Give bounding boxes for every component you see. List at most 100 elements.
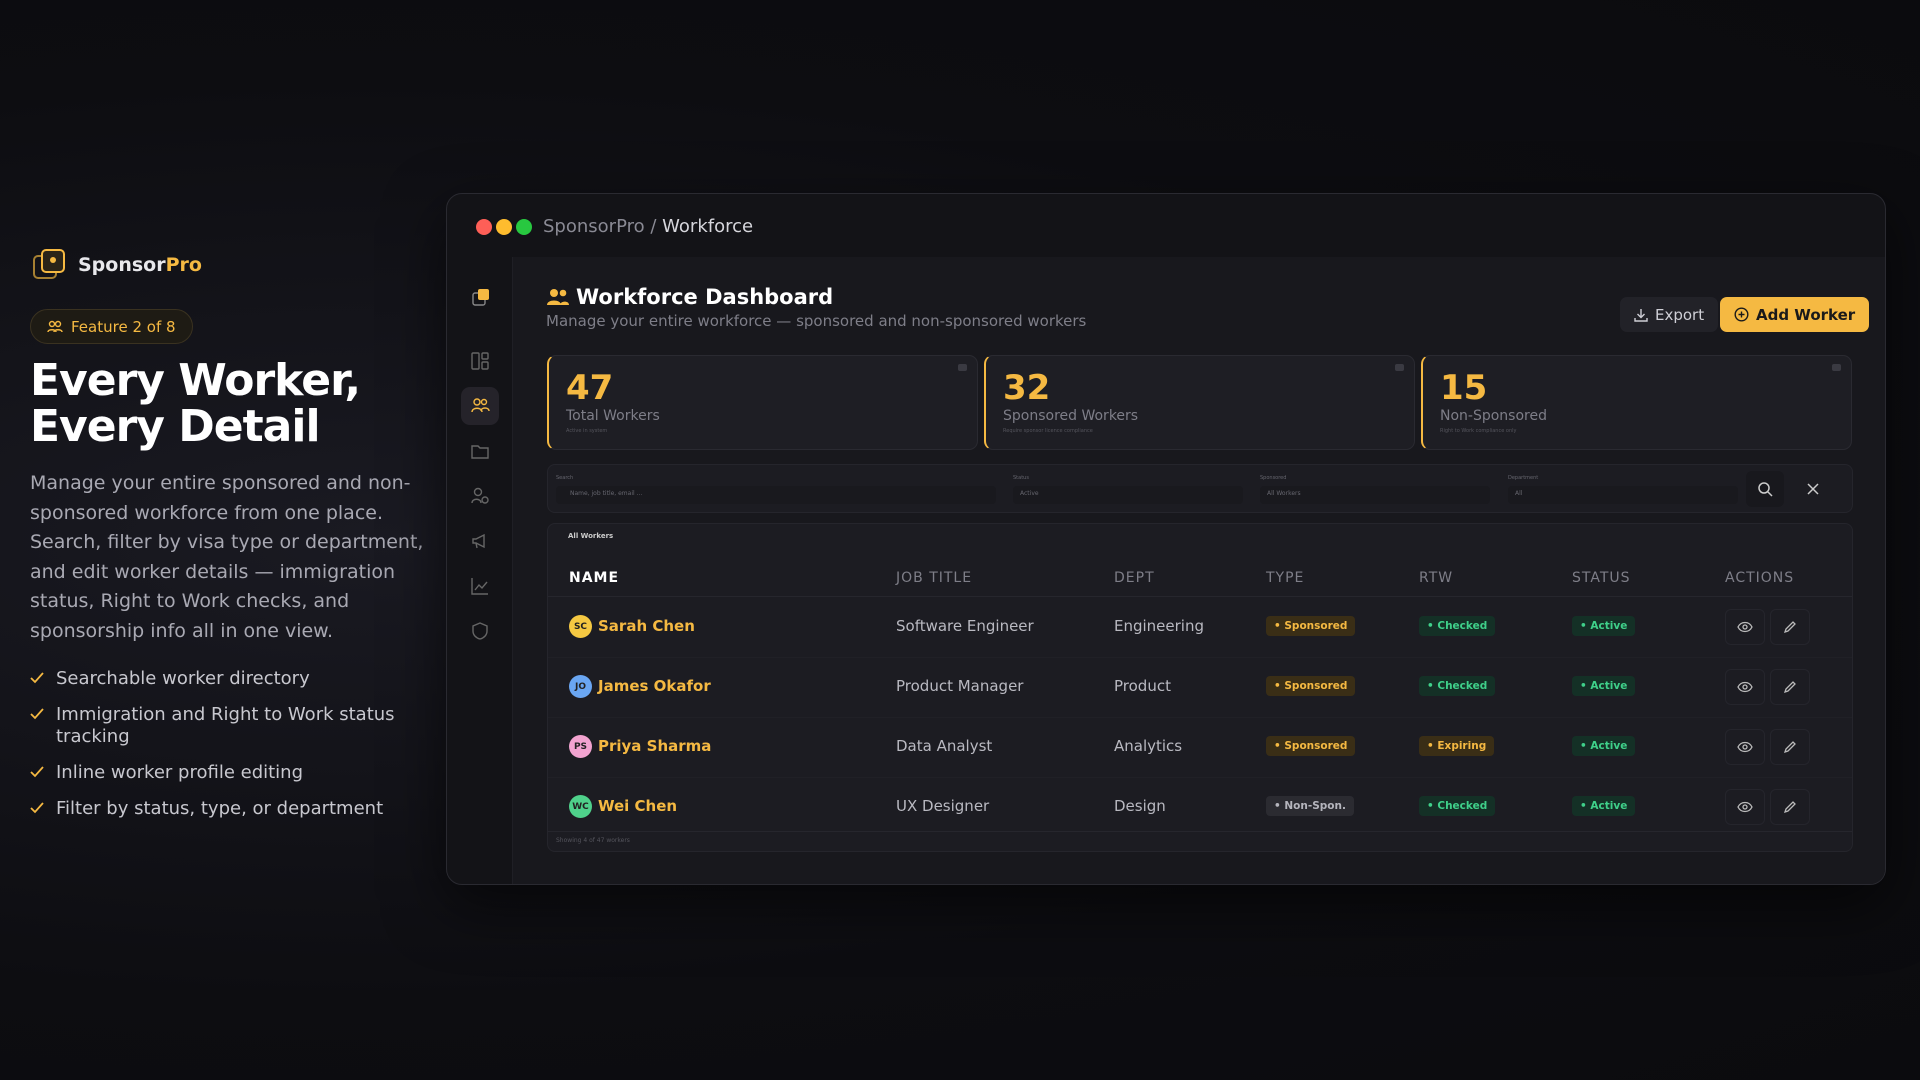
filter-label: Search — [556, 475, 574, 481]
badge-dot: • — [1580, 800, 1591, 812]
feature-item: Immigration and Right to Work status tra… — [30, 704, 410, 748]
view-button[interactable] — [1725, 609, 1765, 645]
search-button[interactable] — [1746, 471, 1784, 507]
edit-icon — [1783, 621, 1796, 634]
avatar: SC — [569, 615, 592, 638]
badge-dot: • — [1274, 620, 1285, 632]
add-worker-button[interactable]: Add Worker — [1720, 297, 1870, 332]
view-icon — [1737, 621, 1753, 633]
stat-label: Sponsored Workers — [1003, 408, 1139, 424]
feature-text: Filter by status, type, or department — [56, 798, 384, 819]
nav-item[interactable] — [461, 477, 499, 515]
row-divider — [548, 777, 1852, 778]
view-icon — [1737, 681, 1753, 693]
edit-button[interactable] — [1770, 669, 1810, 705]
export-button[interactable]: Export — [1620, 297, 1719, 332]
crumb-sep: / — [650, 216, 657, 237]
stat-card: 15 Non-Sponsored Right to Work compliance … — [1421, 355, 1852, 450]
column-header: STATUS — [1572, 570, 1631, 586]
filter-label: Department — [1508, 475, 1539, 481]
window-close[interactable] — [476, 219, 492, 235]
dashboard-subtitle: Manage your entire workforce — sponsored… — [546, 312, 1087, 330]
view-button[interactable] — [1725, 729, 1765, 765]
stat-icon — [958, 364, 967, 371]
edit-button[interactable] — [1770, 789, 1810, 825]
rtw-text: Checked — [1437, 680, 1488, 692]
status-text: Active — [1590, 620, 1628, 632]
table-row: SC Sarah Chen Software Engineer Engineering… — [548, 597, 1852, 657]
worker-name: Sarah Chen — [598, 617, 695, 635]
nav-item[interactable] — [461, 387, 499, 425]
check-icon — [30, 766, 44, 778]
nav-item[interactable] — [461, 567, 499, 605]
worker-name: Priya Sharma — [598, 737, 712, 755]
row-divider — [548, 717, 1852, 718]
filter-input[interactable]: Active — [1013, 486, 1243, 504]
job-title: Data Analyst — [896, 737, 993, 755]
nav-item[interactable] — [461, 342, 499, 380]
search-icon — [1758, 482, 1773, 497]
worker-name: Wei Chen — [598, 797, 678, 815]
rtw-badge: • Checked — [1419, 676, 1496, 696]
hero-heading: Every Worker, Every Detail — [30, 358, 361, 450]
avatar: JO — [569, 675, 592, 698]
filter-input[interactable]: All Workers — [1260, 486, 1490, 504]
stat-value: 47 — [566, 368, 614, 408]
stat-card: 47 Total Workers Active in system — [547, 355, 978, 450]
column-header: DEPT — [1114, 570, 1155, 586]
view-button[interactable] — [1725, 669, 1765, 705]
filter-input[interactable]: All — [1508, 486, 1738, 504]
brand-name-a: Sponsor — [78, 254, 166, 276]
filter-label: Status — [1013, 475, 1029, 481]
clear-icon — [1807, 483, 1819, 495]
type-badge: • Sponsored — [1266, 616, 1356, 636]
view-button[interactable] — [1725, 789, 1765, 825]
main-content: Workforce Dashboard Manage your entire w… — [513, 257, 1885, 884]
job-title: Product Manager — [896, 677, 1024, 695]
rtw-text: Checked — [1437, 620, 1488, 632]
status-badge: • Active — [1572, 796, 1636, 816]
hero-description: Manage your entire sponsored and non-spo… — [30, 472, 424, 642]
title-icon — [547, 289, 569, 305]
window-maximize[interactable] — [516, 219, 532, 235]
app-logo — [461, 279, 499, 317]
department: Product — [1114, 677, 1171, 695]
stat-label: Non-Sponsored — [1440, 408, 1547, 424]
badge-dot: • — [1427, 680, 1438, 692]
badge-icon — [47, 320, 63, 332]
brand-name-b: Pro — [165, 254, 202, 276]
type-badge: • Sponsored — [1266, 736, 1356, 756]
stat-icon — [1395, 364, 1404, 371]
type-text: Sponsored — [1284, 740, 1348, 752]
filter-input[interactable]: Name, job title, email ... — [556, 486, 996, 504]
edit-button[interactable] — [1770, 609, 1810, 645]
filter-placeholder: All — [1515, 490, 1523, 497]
department: Engineering — [1114, 617, 1204, 635]
nav-item[interactable] — [461, 432, 499, 470]
status-text: Active — [1590, 680, 1628, 692]
stat-icon — [1832, 364, 1841, 371]
rtw-badge: • Checked — [1419, 796, 1496, 816]
table-row: JO James Okafor Product Manager Product • Sp… — [548, 657, 1852, 717]
badge-dot: • — [1580, 740, 1591, 752]
feature-item: Filter by status, type, or department — [30, 798, 410, 820]
type-text: Sponsored — [1284, 680, 1348, 692]
breadcrumb: SponsorPro / Workforce — [543, 216, 753, 237]
edit-icon — [1783, 741, 1796, 754]
filter-placeholder: Name, job title, email ... — [570, 490, 643, 497]
header-divider — [548, 596, 1852, 597]
job-title: UX Designer — [896, 797, 990, 815]
status-text: Active — [1590, 800, 1628, 812]
edit-button[interactable] — [1770, 729, 1810, 765]
add-icon — [1734, 307, 1749, 322]
clear-button[interactable] — [1794, 471, 1832, 507]
view-icon — [1737, 801, 1753, 813]
badge-dot: • — [1274, 680, 1285, 692]
nav-item[interactable] — [461, 612, 499, 650]
window-minimize[interactable] — [496, 219, 512, 235]
status-badge: • Active — [1572, 736, 1636, 756]
feature-badge: Feature 2 of 8 — [30, 309, 193, 344]
badge-dot: • — [1274, 740, 1285, 752]
check-icon — [30, 802, 44, 814]
nav-item[interactable] — [461, 522, 499, 560]
